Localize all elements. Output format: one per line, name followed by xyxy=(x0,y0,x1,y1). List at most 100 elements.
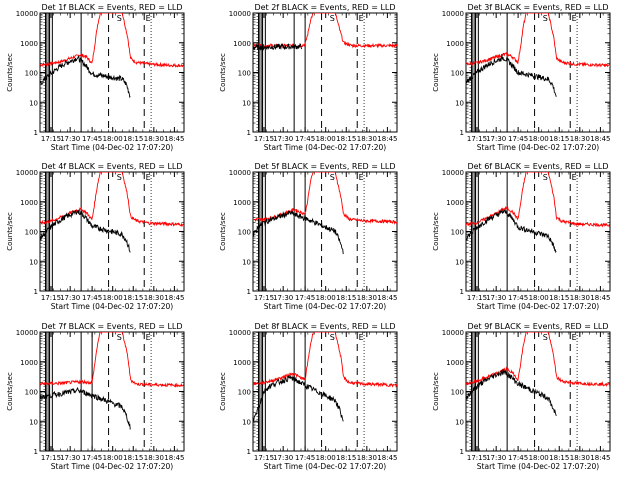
x-tick-label: 17:45 xyxy=(82,135,102,143)
x-tick-label: 17:45 xyxy=(295,294,315,302)
x-tick-label: 17:30 xyxy=(486,454,506,462)
panel-det-5: Det 5f BLACK = Events, RED = LLD 1 10 100 10… xyxy=(219,162,398,311)
y-tick-label: 10 xyxy=(29,258,38,266)
x-tick-label: 18:45 xyxy=(164,294,184,302)
y-tick-label: 1000 xyxy=(20,359,38,367)
x-axis-label: Start Time (04-Dec-02 17:07:20) xyxy=(477,143,599,152)
x-tick-label: 17:45 xyxy=(82,294,102,302)
x-tick-label: 18:45 xyxy=(590,135,610,143)
series-lld-line xyxy=(253,172,397,226)
y-tick-label: 1 xyxy=(460,448,464,456)
x-axis-label: Start Time (04-Dec-02 17:07:20) xyxy=(51,143,173,152)
y-axis-label: Counts/sec xyxy=(432,372,440,411)
y-tick-label: 1000 xyxy=(233,359,251,367)
plot-frame xyxy=(252,12,398,133)
x-tick-label: 18:15 xyxy=(549,135,569,143)
y-tick-label: 10000 xyxy=(16,169,38,177)
x-tick-label: 17:15 xyxy=(467,135,487,143)
x-tick-label: 18:30 xyxy=(144,454,164,462)
annotation-s: S xyxy=(117,333,122,342)
y-tick-label: 10000 xyxy=(229,169,251,177)
y-tick-label: 10000 xyxy=(16,329,38,337)
x-tick-label: 18:00 xyxy=(529,294,549,302)
panel-title: Det 9f BLACK = Events, RED = LLD xyxy=(467,322,608,331)
y-tick-label: 1 xyxy=(247,129,251,137)
panel-title: Det 8f BLACK = Events, RED = LLD xyxy=(254,322,395,331)
x-tick-label: 17:30 xyxy=(273,135,293,143)
series-lld-line xyxy=(40,332,184,388)
y-axis-label: Counts/sec xyxy=(432,53,440,92)
x-tick-label: 18:30 xyxy=(144,294,164,302)
y-tick-label: 10 xyxy=(455,418,464,426)
annotation-s: S xyxy=(543,14,548,23)
y-axis-label: Counts/sec xyxy=(432,212,440,251)
x-tick-label: 18:00 xyxy=(103,135,123,143)
y-tick-label: 10000 xyxy=(229,10,251,18)
x-tick-label: 18:00 xyxy=(529,135,549,143)
panel-title: Det 3f BLACK = Events, RED = LLD xyxy=(467,3,608,12)
y-tick-label: 100 xyxy=(451,229,464,237)
x-tick-label: 18:45 xyxy=(590,454,610,462)
y-tick-label: 10000 xyxy=(442,329,464,337)
plot-frame xyxy=(252,171,398,292)
y-tick-label: 100 xyxy=(25,70,38,78)
y-tick-label: 100 xyxy=(25,389,38,397)
x-tick-label: 18:00 xyxy=(316,294,336,302)
annotation-e: E xyxy=(359,173,364,182)
annotation-e: E xyxy=(146,173,151,182)
panel-title: Det 6f BLACK = Events, RED = LLD xyxy=(467,162,608,171)
series-events-line xyxy=(40,386,131,430)
y-tick-label: 10 xyxy=(455,258,464,266)
series-lld-line xyxy=(253,332,397,388)
panel-title: Det 2f BLACK = Events, RED = LLD xyxy=(254,3,395,12)
y-tick-label: 1 xyxy=(247,448,251,456)
x-tick-label: 18:45 xyxy=(164,454,184,462)
y-tick-label: 10 xyxy=(29,99,38,107)
x-tick-label: 17:30 xyxy=(273,454,293,462)
annotation-s: S xyxy=(330,14,335,23)
panel-title: Det 1f BLACK = Events, RED = LLD xyxy=(41,3,182,12)
series-lld-line xyxy=(40,13,184,68)
x-tick-label: 18:15 xyxy=(549,454,569,462)
annotation-e: E xyxy=(359,333,364,342)
series-events-line xyxy=(40,209,131,253)
x-tick-label: 17:30 xyxy=(60,294,80,302)
x-tick-label: 18:00 xyxy=(103,294,123,302)
x-axis-label: Start Time (04-Dec-02 17:07:20) xyxy=(264,462,386,471)
x-axis-label: Start Time (04-Dec-02 17:07:20) xyxy=(51,462,173,471)
annotation-e: E xyxy=(146,14,151,23)
x-tick-label: 17:15 xyxy=(41,135,61,143)
x-tick-label: 18:45 xyxy=(377,294,397,302)
x-tick-label: 18:30 xyxy=(357,135,377,143)
panel-det-6: Det 6f BLACK = Events, RED = LLD 1 10 100 10… xyxy=(432,162,611,311)
x-tick-label: 18:15 xyxy=(123,454,143,462)
x-tick-label: 17:15 xyxy=(467,454,487,462)
x-tick-label: 17:15 xyxy=(254,135,274,143)
x-tick-label: 17:45 xyxy=(295,454,315,462)
x-tick-label: 18:45 xyxy=(377,135,397,143)
x-tick-label: 17:45 xyxy=(295,135,315,143)
series-events-line xyxy=(253,43,303,51)
series-events-line xyxy=(466,209,557,254)
panel-det-9: Det 9f BLACK = Events, RED = LLD 1 10 100 10… xyxy=(432,322,611,471)
y-tick-label: 10000 xyxy=(229,329,251,337)
annotation-s: S xyxy=(330,333,335,342)
plot-frame xyxy=(465,12,611,133)
x-tick-label: 17:45 xyxy=(508,454,528,462)
y-tick-label: 10000 xyxy=(442,169,464,177)
x-axis-label: Start Time (04-Dec-02 17:07:20) xyxy=(477,302,599,311)
x-axis-label: Start Time (04-Dec-02 17:07:20) xyxy=(264,302,386,311)
y-tick-label: 10000 xyxy=(16,10,38,18)
x-axis-label: Start Time (04-Dec-02 17:07:20) xyxy=(51,302,173,311)
y-tick-label: 10000 xyxy=(442,10,464,18)
x-tick-label: 18:45 xyxy=(590,294,610,302)
panel-det-2: Det 2f BLACK = Events, RED = LLD 1 10 100 10… xyxy=(219,3,398,152)
x-axis-label: Start Time (04-Dec-02 17:07:20) xyxy=(477,462,599,471)
plot-frame xyxy=(252,331,398,452)
panel-title: Det 7f BLACK = Events, RED = LLD xyxy=(41,322,182,331)
x-tick-label: 17:15 xyxy=(41,294,61,302)
panel-title: Det 5f BLACK = Events, RED = LLD xyxy=(254,162,395,171)
annotation-e: E xyxy=(359,14,364,23)
x-tick-label: 17:45 xyxy=(508,135,528,143)
